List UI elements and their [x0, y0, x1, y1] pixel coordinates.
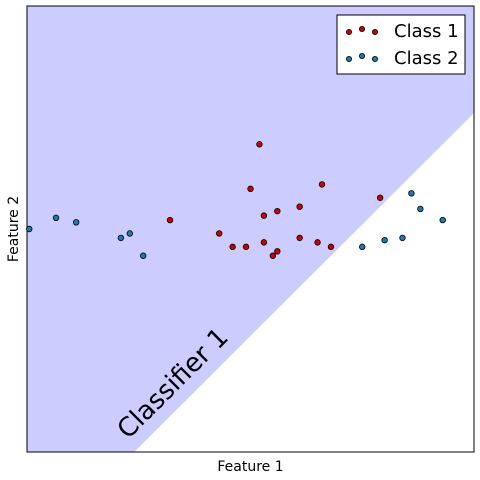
class-2-point: [126, 230, 134, 237]
class-1-point: [274, 207, 281, 215]
y-axis-label: Feature 2: [6, 196, 22, 262]
classifier-1-region: [27, 6, 474, 452]
class-1-point: [166, 216, 174, 224]
class-1-point: [247, 185, 254, 193]
class-2-point: [26, 225, 33, 233]
class-2-point: [117, 234, 125, 242]
class-1-point: [260, 239, 268, 246]
class-2-point: [408, 190, 415, 197]
class-1-point: [318, 181, 326, 188]
legend-marker-dot-class-1: [371, 28, 378, 35]
class-1-point: [274, 248, 281, 255]
class-1-point: [296, 203, 303, 210]
class-2-point: [381, 236, 388, 244]
class-1-point: [376, 194, 384, 201]
class-2-point: [72, 219, 80, 226]
class-1-point: [256, 141, 263, 148]
class-2-point: [52, 214, 60, 222]
legend-label-class-1: Class 1: [394, 21, 459, 42]
data-points: [26, 141, 446, 259]
class-1-point: [216, 230, 223, 237]
class-1-point: [314, 239, 321, 246]
class-1-point: [260, 212, 268, 219]
x-axis-label: Feature 1: [217, 459, 283, 475]
legend-marker-dot-class-1: [358, 25, 365, 32]
legend-marker-class-1: [345, 25, 378, 35]
class-1-point: [269, 252, 277, 259]
class-2-point: [439, 216, 446, 224]
legend-marker-dot-class-2: [358, 53, 365, 60]
legend-marker-dot-class-2: [345, 56, 352, 63]
legend-box: [336, 14, 466, 75]
class-1-point: [327, 243, 335, 251]
class-2-point: [140, 252, 147, 259]
legend-marker-dot-class-1: [345, 28, 352, 35]
legend: Class 1 Class 2: [336, 14, 466, 75]
legend-marker-dot-class-2: [371, 56, 378, 63]
class-1-point: [296, 234, 303, 242]
class-1-point: [229, 243, 236, 251]
class-1-point: [242, 243, 250, 251]
class-2-point: [417, 205, 424, 213]
legend-label-class-2: Class 2: [394, 48, 459, 69]
legend-marker-class-2: [345, 53, 378, 63]
class-2-point: [359, 243, 366, 251]
class-2-point: [399, 234, 406, 242]
